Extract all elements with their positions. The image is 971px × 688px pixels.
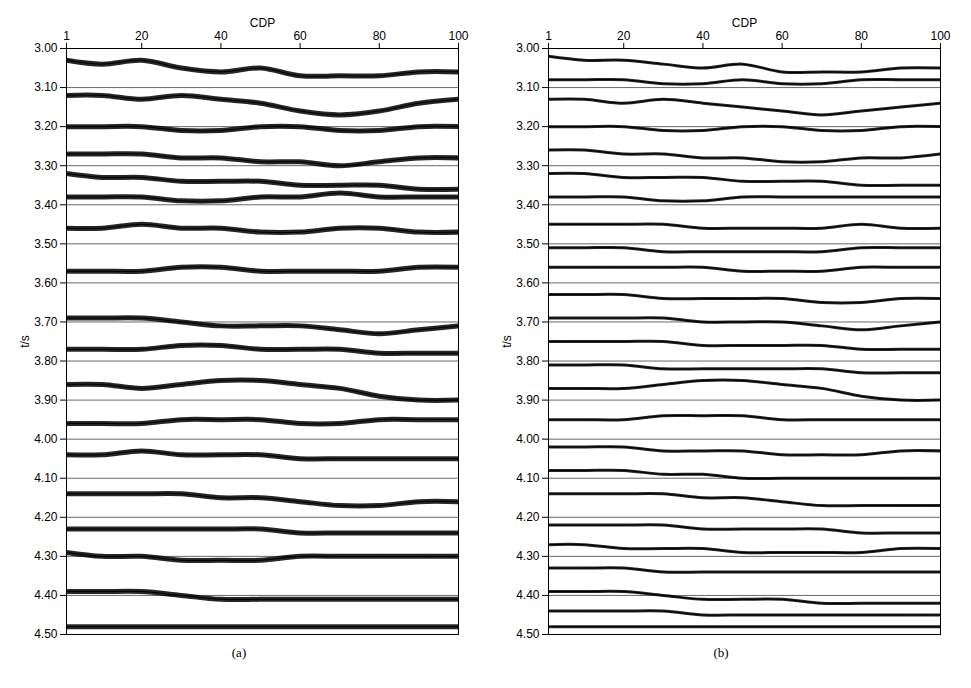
svg-text:40: 40 [696, 29, 710, 43]
svg-text:4.50: 4.50 [34, 627, 58, 641]
svg-text:CDP: CDP [732, 16, 757, 30]
svg-text:60: 60 [293, 29, 307, 43]
svg-text:3.70: 3.70 [516, 315, 540, 329]
html-text:(a): (a) [231, 645, 247, 660]
svg-text:3.70: 3.70 [34, 315, 58, 329]
svg-text:3.10: 3.10 [516, 80, 540, 94]
svg-text:3.90: 3.90 [34, 393, 58, 407]
svg-text:4.10: 4.10 [516, 471, 540, 485]
svg-text:4.20: 4.20 [34, 510, 58, 524]
svg-text:3.30: 3.30 [516, 159, 540, 173]
svg-text:t/s: t/s [18, 335, 32, 348]
svg-text:3.90: 3.90 [516, 393, 540, 407]
svg-text:20: 20 [617, 29, 631, 43]
svg-text:3.10: 3.10 [34, 80, 58, 94]
svg-text:60: 60 [775, 29, 789, 43]
svg-text:3.40: 3.40 [516, 198, 540, 212]
svg-text:100: 100 [448, 29, 468, 43]
svg-text:3.20: 3.20 [34, 119, 58, 133]
svg-text:3.60: 3.60 [516, 276, 540, 290]
svg-text:4.30: 4.30 [516, 549, 540, 563]
svg-text:3.50: 3.50 [34, 237, 58, 251]
svg-text:3.30: 3.30 [34, 159, 58, 173]
svg-text:3.00: 3.00 [516, 41, 540, 55]
svg-text:4.40: 4.40 [516, 588, 540, 602]
svg-text:4.40: 4.40 [34, 588, 58, 602]
svg-text:3.80: 3.80 [34, 354, 58, 368]
svg-text:4.00: 4.00 [516, 432, 540, 446]
svg-text:3.00: 3.00 [34, 41, 58, 55]
html-text:(b): (b) [713, 645, 729, 660]
svg-text:3.60: 3.60 [34, 276, 58, 290]
svg-text:4.50: 4.50 [516, 627, 540, 641]
svg-text:40: 40 [214, 29, 228, 43]
svg-text:1: 1 [545, 29, 552, 43]
svg-text:CDP: CDP [250, 16, 275, 30]
svg-text:4.30: 4.30 [34, 549, 58, 563]
svg-text:3.50: 3.50 [516, 237, 540, 251]
svg-text:80: 80 [373, 29, 387, 43]
svg-text:t/s: t/s [500, 335, 514, 348]
svg-text:4.10: 4.10 [34, 471, 58, 485]
svg-text:3.40: 3.40 [34, 198, 58, 212]
svg-text:4.20: 4.20 [516, 510, 540, 524]
svg-text:3.20: 3.20 [516, 119, 540, 133]
svg-text:4.00: 4.00 [34, 432, 58, 446]
svg-text:1: 1 [63, 29, 70, 43]
svg-text:100: 100 [930, 29, 950, 43]
svg-text:80: 80 [855, 29, 869, 43]
svg-text:20: 20 [135, 29, 149, 43]
svg-text:3.80: 3.80 [516, 354, 540, 368]
